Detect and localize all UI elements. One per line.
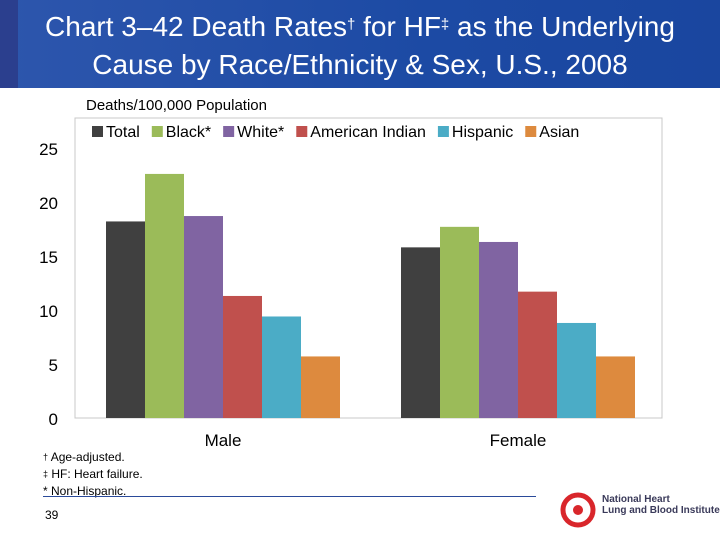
nhlbi-logo-mark (560, 492, 596, 528)
legend-label: Total (106, 124, 140, 141)
legend-swatch (223, 126, 235, 137)
bar (596, 356, 635, 418)
page-number: 39 (45, 508, 59, 522)
legend-label: American Indian (310, 124, 426, 141)
footnote: † Age-adjusted. (43, 449, 143, 466)
footnote: * Non-Hispanic. (43, 483, 143, 500)
y-axis-label: Deaths/100,000 Population (86, 97, 267, 114)
legend-swatch (92, 126, 103, 137)
y-tick-label: 0 (49, 410, 58, 429)
y-tick-label: 15 (39, 248, 58, 267)
footnote-symbol: † (43, 452, 49, 462)
legend-swatch (525, 126, 537, 137)
title-line-1: Chart 3–42 Death Rates† for HF‡ as the U… (0, 8, 720, 46)
bar (557, 322, 596, 418)
logo-center-dot (573, 505, 583, 515)
y-tick-label: 5 (49, 356, 58, 375)
bar (223, 295, 262, 418)
bar (440, 226, 479, 418)
legend-label: White* (237, 124, 284, 141)
footnote-text: * Non-Hispanic. (43, 484, 127, 498)
bar (106, 221, 145, 418)
footer-divider (43, 496, 536, 497)
x-tick-label: Male (205, 431, 242, 450)
title-part: Chart 3–42 Death Rates (45, 11, 348, 42)
bar (401, 247, 440, 418)
bar (518, 291, 557, 418)
legend-swatch (437, 126, 449, 137)
title-part: as the Underlying (449, 11, 675, 42)
title-part: for HF (355, 11, 441, 42)
footnote-symbol: ‡ (43, 469, 49, 479)
bar (184, 216, 223, 418)
logo-text: National Heart Lung and Blood Institute (602, 494, 720, 516)
plot-frame (74, 117, 663, 419)
x-tick-label: Female (490, 431, 547, 450)
legend-label: Hispanic (452, 124, 513, 141)
legend-swatch (151, 126, 163, 137)
title-line-2: Cause by Race/Ethnicity & Sex, U.S., 200… (92, 49, 628, 80)
page-title: Chart 3–42 Death Rates† for HF‡ as the U… (0, 8, 720, 84)
footnotes: † Age-adjusted. ‡ HF: Heart failure. * N… (43, 449, 143, 500)
bar (145, 173, 184, 418)
title-dagger: † (347, 16, 356, 33)
bar (301, 356, 340, 418)
legend-label: Asian (539, 124, 579, 141)
footnote: ‡ HF: Heart failure. (43, 466, 143, 483)
bar (479, 241, 518, 418)
title-bar (0, 0, 720, 88)
nhlbi-logo (560, 492, 596, 528)
legend-swatch (296, 126, 308, 137)
title-double-dagger: ‡ (440, 16, 450, 33)
bar (262, 316, 301, 418)
footnote-text: HF: Heart failure. (48, 467, 143, 481)
y-tick-label: 10 (39, 302, 58, 321)
title-bar-stripe (0, 0, 18, 88)
footnote-text: Age-adjusted. (48, 450, 125, 464)
logo-line-1: National Heart (602, 494, 670, 505)
y-tick-label: 25 (39, 140, 58, 159)
legend-label: Black* (166, 124, 211, 141)
y-tick-label: 20 (39, 194, 58, 213)
logo-line-2: Lung and Blood Institute (602, 505, 720, 516)
